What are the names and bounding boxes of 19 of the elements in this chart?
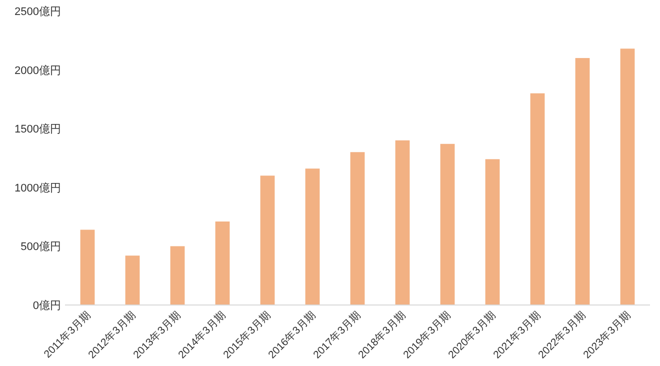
bar [485, 159, 500, 305]
bar [125, 256, 140, 305]
bar [440, 144, 455, 305]
y-tick-label: 500億円 [20, 240, 61, 254]
bar [260, 176, 275, 305]
bar [530, 93, 545, 305]
bar [305, 168, 320, 305]
bar [215, 222, 230, 305]
bar [395, 140, 410, 305]
bar [575, 58, 590, 305]
bar [620, 48, 635, 305]
y-tick-label: 2500億円 [14, 5, 61, 18]
y-tick-label: 0億円 [32, 299, 61, 312]
y-tick-label: 1500億円 [14, 122, 61, 136]
bar [170, 246, 185, 305]
y-tick-label: 2000億円 [14, 64, 61, 77]
bar [80, 230, 95, 305]
bar [350, 152, 365, 305]
y-tick-label: 1000億円 [14, 181, 61, 194]
